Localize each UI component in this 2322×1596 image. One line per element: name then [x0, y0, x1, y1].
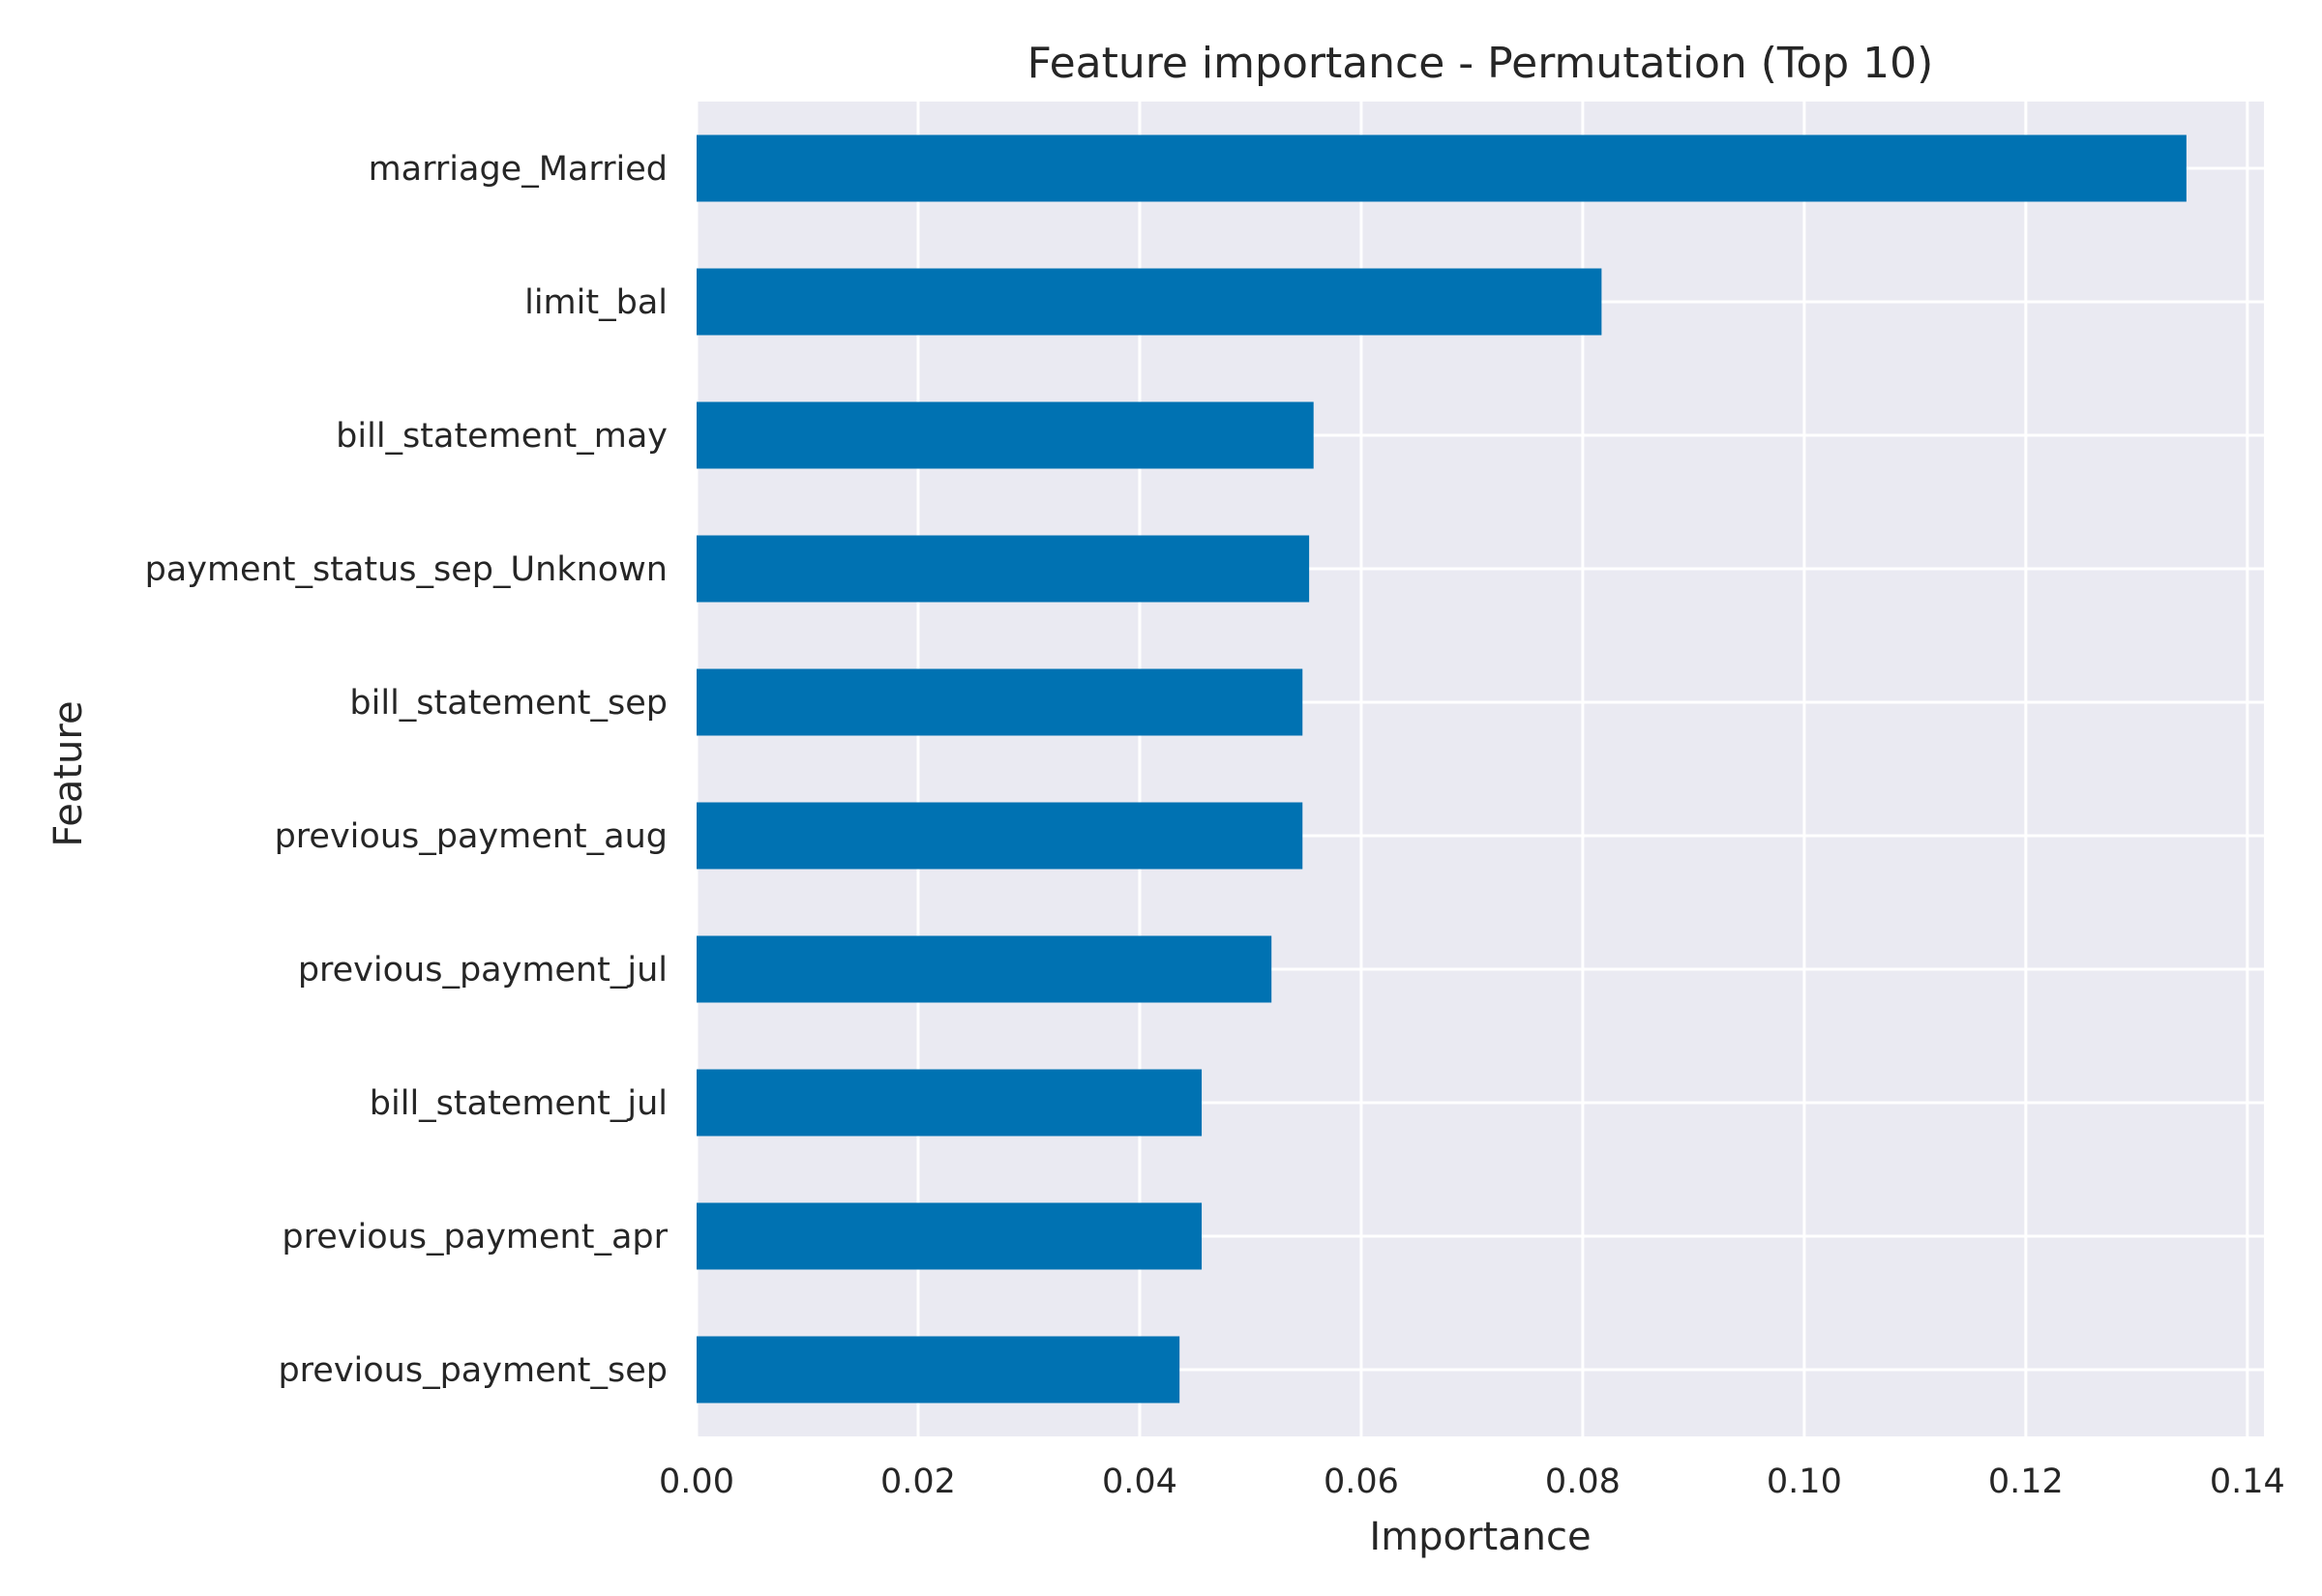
bar-limit_bal: [697, 268, 1602, 336]
x-tick-labels: 0.00 0.02 0.04 0.06 0.08 0.10 0.12 0.14: [659, 1463, 2285, 1501]
y-axis-label: Feature: [46, 700, 91, 846]
bar-bill_statement_sep: [697, 668, 1303, 736]
x-tick-label: 0.06: [1324, 1463, 1399, 1501]
bars: [697, 134, 2187, 1404]
x-tick-label: 0.04: [1102, 1463, 1177, 1501]
y-tick-label: bill_statement_sep: [349, 684, 668, 723]
y-tick-label: limit_bal: [524, 283, 668, 322]
y-tick-label: previous_payment_sep: [278, 1351, 668, 1390]
y-tick-label: previous_payment_jul: [298, 951, 668, 990]
bar-marriage_Married: [697, 134, 2187, 202]
x-tick-label: 0.02: [880, 1463, 956, 1501]
x-tick-label: 0.08: [1545, 1463, 1621, 1501]
y-tick-label: payment_status_sep_Unknown: [145, 550, 668, 589]
y-tick-label: previous_payment_aug: [275, 817, 668, 856]
bar-previous_payment_jul: [697, 935, 1272, 1003]
bar-previous_payment_apr: [697, 1202, 1203, 1270]
y-tick-label: marriage_Married: [369, 150, 668, 189]
x-tick-label: 0.10: [1767, 1463, 1842, 1501]
y-tick-label: previous_payment_apr: [282, 1218, 668, 1256]
y-tick-label: bill_statement_may: [336, 417, 668, 456]
bar-previous_payment_aug: [697, 802, 1303, 870]
x-tick-label: 0.00: [659, 1463, 734, 1501]
x-axis-label: Importance: [1369, 1515, 1591, 1559]
x-tick-label: 0.12: [1988, 1463, 2064, 1501]
x-tick-label: 0.14: [2210, 1463, 2285, 1501]
chart-title: Feature importance - Permutation (Top 10…: [1027, 39, 1934, 88]
bar-bill_statement_may: [697, 401, 1314, 469]
bar-previous_payment_sep: [697, 1336, 1180, 1404]
y-tick-labels: marriage_Married limit_bal bill_statement_…: [145, 150, 669, 1390]
y-tick-label: bill_statement_jul: [370, 1084, 668, 1123]
bar-bill_statement_jul: [697, 1069, 1203, 1137]
bar-payment_status_sep_Unknown: [697, 535, 1310, 603]
